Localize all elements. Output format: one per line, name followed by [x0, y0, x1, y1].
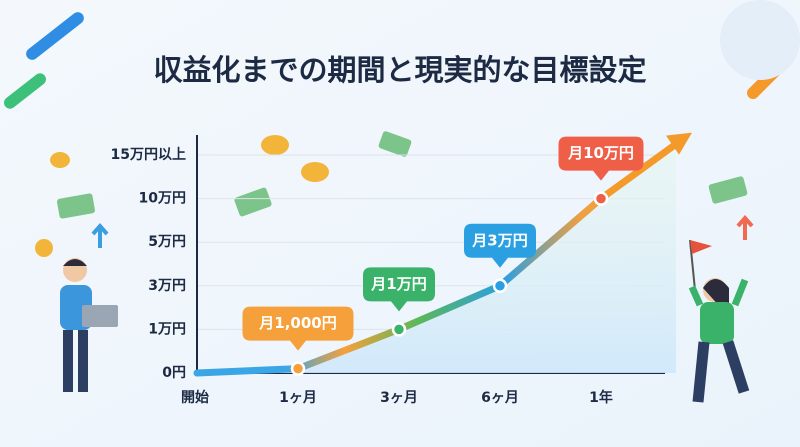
x-tick-label: 3ヶ月 — [380, 390, 418, 406]
data-label: 月10万円 — [567, 144, 634, 162]
area — [197, 144, 676, 373]
data-point — [593, 191, 609, 206]
data-point — [391, 322, 407, 337]
y-tick-label: 10万円 — [139, 191, 186, 207]
data-point — [290, 361, 306, 376]
x-tick-label: 6ヶ月 — [481, 390, 519, 406]
arrow-head — [666, 132, 692, 155]
label-bubble — [464, 223, 536, 268]
label-bubble — [242, 306, 354, 351]
data-point — [492, 278, 508, 294]
y-tick-label: 0円 — [162, 365, 186, 381]
y-tick-label: 1万円 — [148, 321, 186, 337]
y-tick-label: 5万円 — [148, 234, 186, 250]
x-tick-label: 開始 — [181, 389, 209, 406]
data-label: 月1,000円 — [258, 314, 336, 332]
trend-arrow — [597, 139, 682, 203]
data-label: 月1万円 — [370, 275, 426, 293]
decoration — [4, 0, 800, 403]
x-tick-label: 1年 — [589, 389, 613, 406]
chart-title: 収益化までの期間と現実的な目標設定 — [153, 53, 646, 87]
y-tick-label: 15万円以上 — [111, 147, 186, 163]
label-bubble — [363, 267, 435, 312]
y-tick-label: 3万円 — [148, 278, 186, 294]
x-tick-label: 1ヶ月 — [279, 390, 317, 406]
data-label: 月3万円 — [471, 231, 527, 249]
label-bubble — [558, 136, 644, 181]
